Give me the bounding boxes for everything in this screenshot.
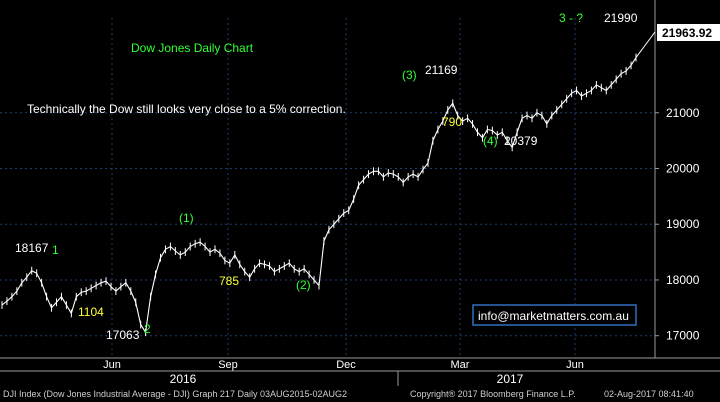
- annotation-label: 17063: [106, 328, 140, 342]
- last-price-leader: [635, 31, 656, 58]
- y-tick-label: 19000: [666, 217, 700, 231]
- annotation-label: 21169: [425, 63, 458, 77]
- last-price-label: 21963.92: [662, 26, 712, 40]
- annotation-label: (2): [296, 278, 311, 292]
- x-year-label: 2016: [170, 372, 197, 386]
- grid-layer: [0, 18, 655, 358]
- annotation-label: 1: [52, 243, 59, 257]
- annotation-layer: Dow Jones Daily Chart Technically the Do…: [15, 11, 638, 342]
- annotation-label: (4): [483, 134, 498, 148]
- axis-layer: 17000 18000 19000 20000 21000 Jun Sep Dec Mar Jun…: [0, 0, 720, 386]
- annotation-label: 2: [144, 322, 151, 336]
- footer-source: DJI Index (Dow Jones Industrial Average …: [3, 389, 347, 399]
- annotation-label: 18167: [15, 241, 49, 255]
- chart-title: Dow Jones Daily Chart: [131, 41, 254, 55]
- x-month-label: Jun: [566, 359, 584, 371]
- annotation-label: (3): [402, 68, 417, 82]
- price-series-layer: [1, 53, 637, 337]
- chart-subtitle: Technically the Dow still looks very clo…: [27, 102, 346, 116]
- y-tick-label: 20000: [666, 161, 700, 175]
- info-email-text: info@marketmatters.com.au: [478, 309, 629, 323]
- annotation-label: 3 - ?: [559, 11, 583, 25]
- y-tick-label: 21000: [666, 106, 700, 120]
- y-tick-label: 17000: [666, 329, 700, 343]
- x-month-label: Mar: [451, 359, 470, 371]
- price-line: [1, 57, 637, 334]
- info-box: info@marketmatters.com.au: [472, 304, 637, 326]
- annotation-label: 20379: [504, 134, 538, 148]
- y-tick-label: 18000: [666, 273, 700, 287]
- footer-timestamp: 02-Aug-2017 08:41:40: [604, 389, 694, 399]
- annotation-label: 790: [442, 115, 462, 129]
- x-month-label: Dec: [336, 359, 356, 371]
- x-year-label: 2017: [497, 372, 524, 386]
- annotation-label: 1104: [78, 305, 104, 319]
- x-month-label: Jun: [103, 359, 121, 371]
- footer-copyright: Copyright® 2017 Bloomberg Finance L.P.: [410, 389, 576, 399]
- x-month-label: Sep: [218, 359, 238, 371]
- last-price-box: [657, 24, 720, 41]
- annotation-label: 21990: [604, 11, 638, 25]
- annotation-label: 785: [219, 274, 239, 288]
- annotation-label: (1): [179, 211, 194, 225]
- dow-jones-chart: 17000 18000 19000 20000 21000 Jun Sep Dec Mar Jun…: [0, 0, 720, 386]
- footer-bar: DJI Index (Dow Jones Industrial Average …: [0, 386, 720, 402]
